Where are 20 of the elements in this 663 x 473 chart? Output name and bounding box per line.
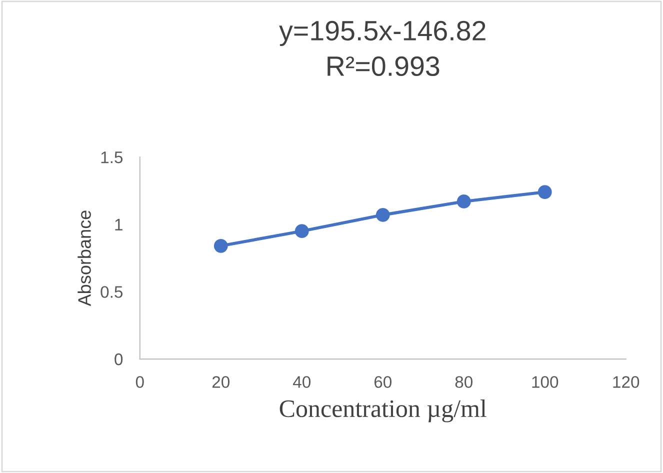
- x-tick-label: 40: [293, 376, 311, 388]
- y-tick-label: 0: [114, 353, 123, 366]
- x-tick-label: 100: [532, 376, 558, 388]
- x-tick-label: 0: [136, 376, 144, 388]
- chart-title: y=195.5x-146.82: [279, 20, 486, 46]
- point: [456, 194, 471, 208]
- point: [538, 185, 552, 199]
- point: [376, 208, 390, 222]
- y-tick-label: 1: [115, 218, 122, 230]
- y-axis-title: Absorbance: [78, 210, 91, 306]
- point: [294, 224, 309, 238]
- x-tick-label: 60: [374, 376, 392, 388]
- y-tick-label: 0.5: [100, 286, 123, 298]
- chart-subtitle: R²=0.993: [328, 56, 440, 76]
- x-tick-label: 20: [212, 376, 230, 388]
- y-tick-label: 1.5: [101, 152, 123, 164]
- x-tick-label: 80: [455, 376, 472, 388]
- point: [214, 238, 228, 253]
- x-axis-title: Concentration µg/ml: [280, 400, 486, 422]
- x-tick-label: 120: [613, 376, 640, 388]
